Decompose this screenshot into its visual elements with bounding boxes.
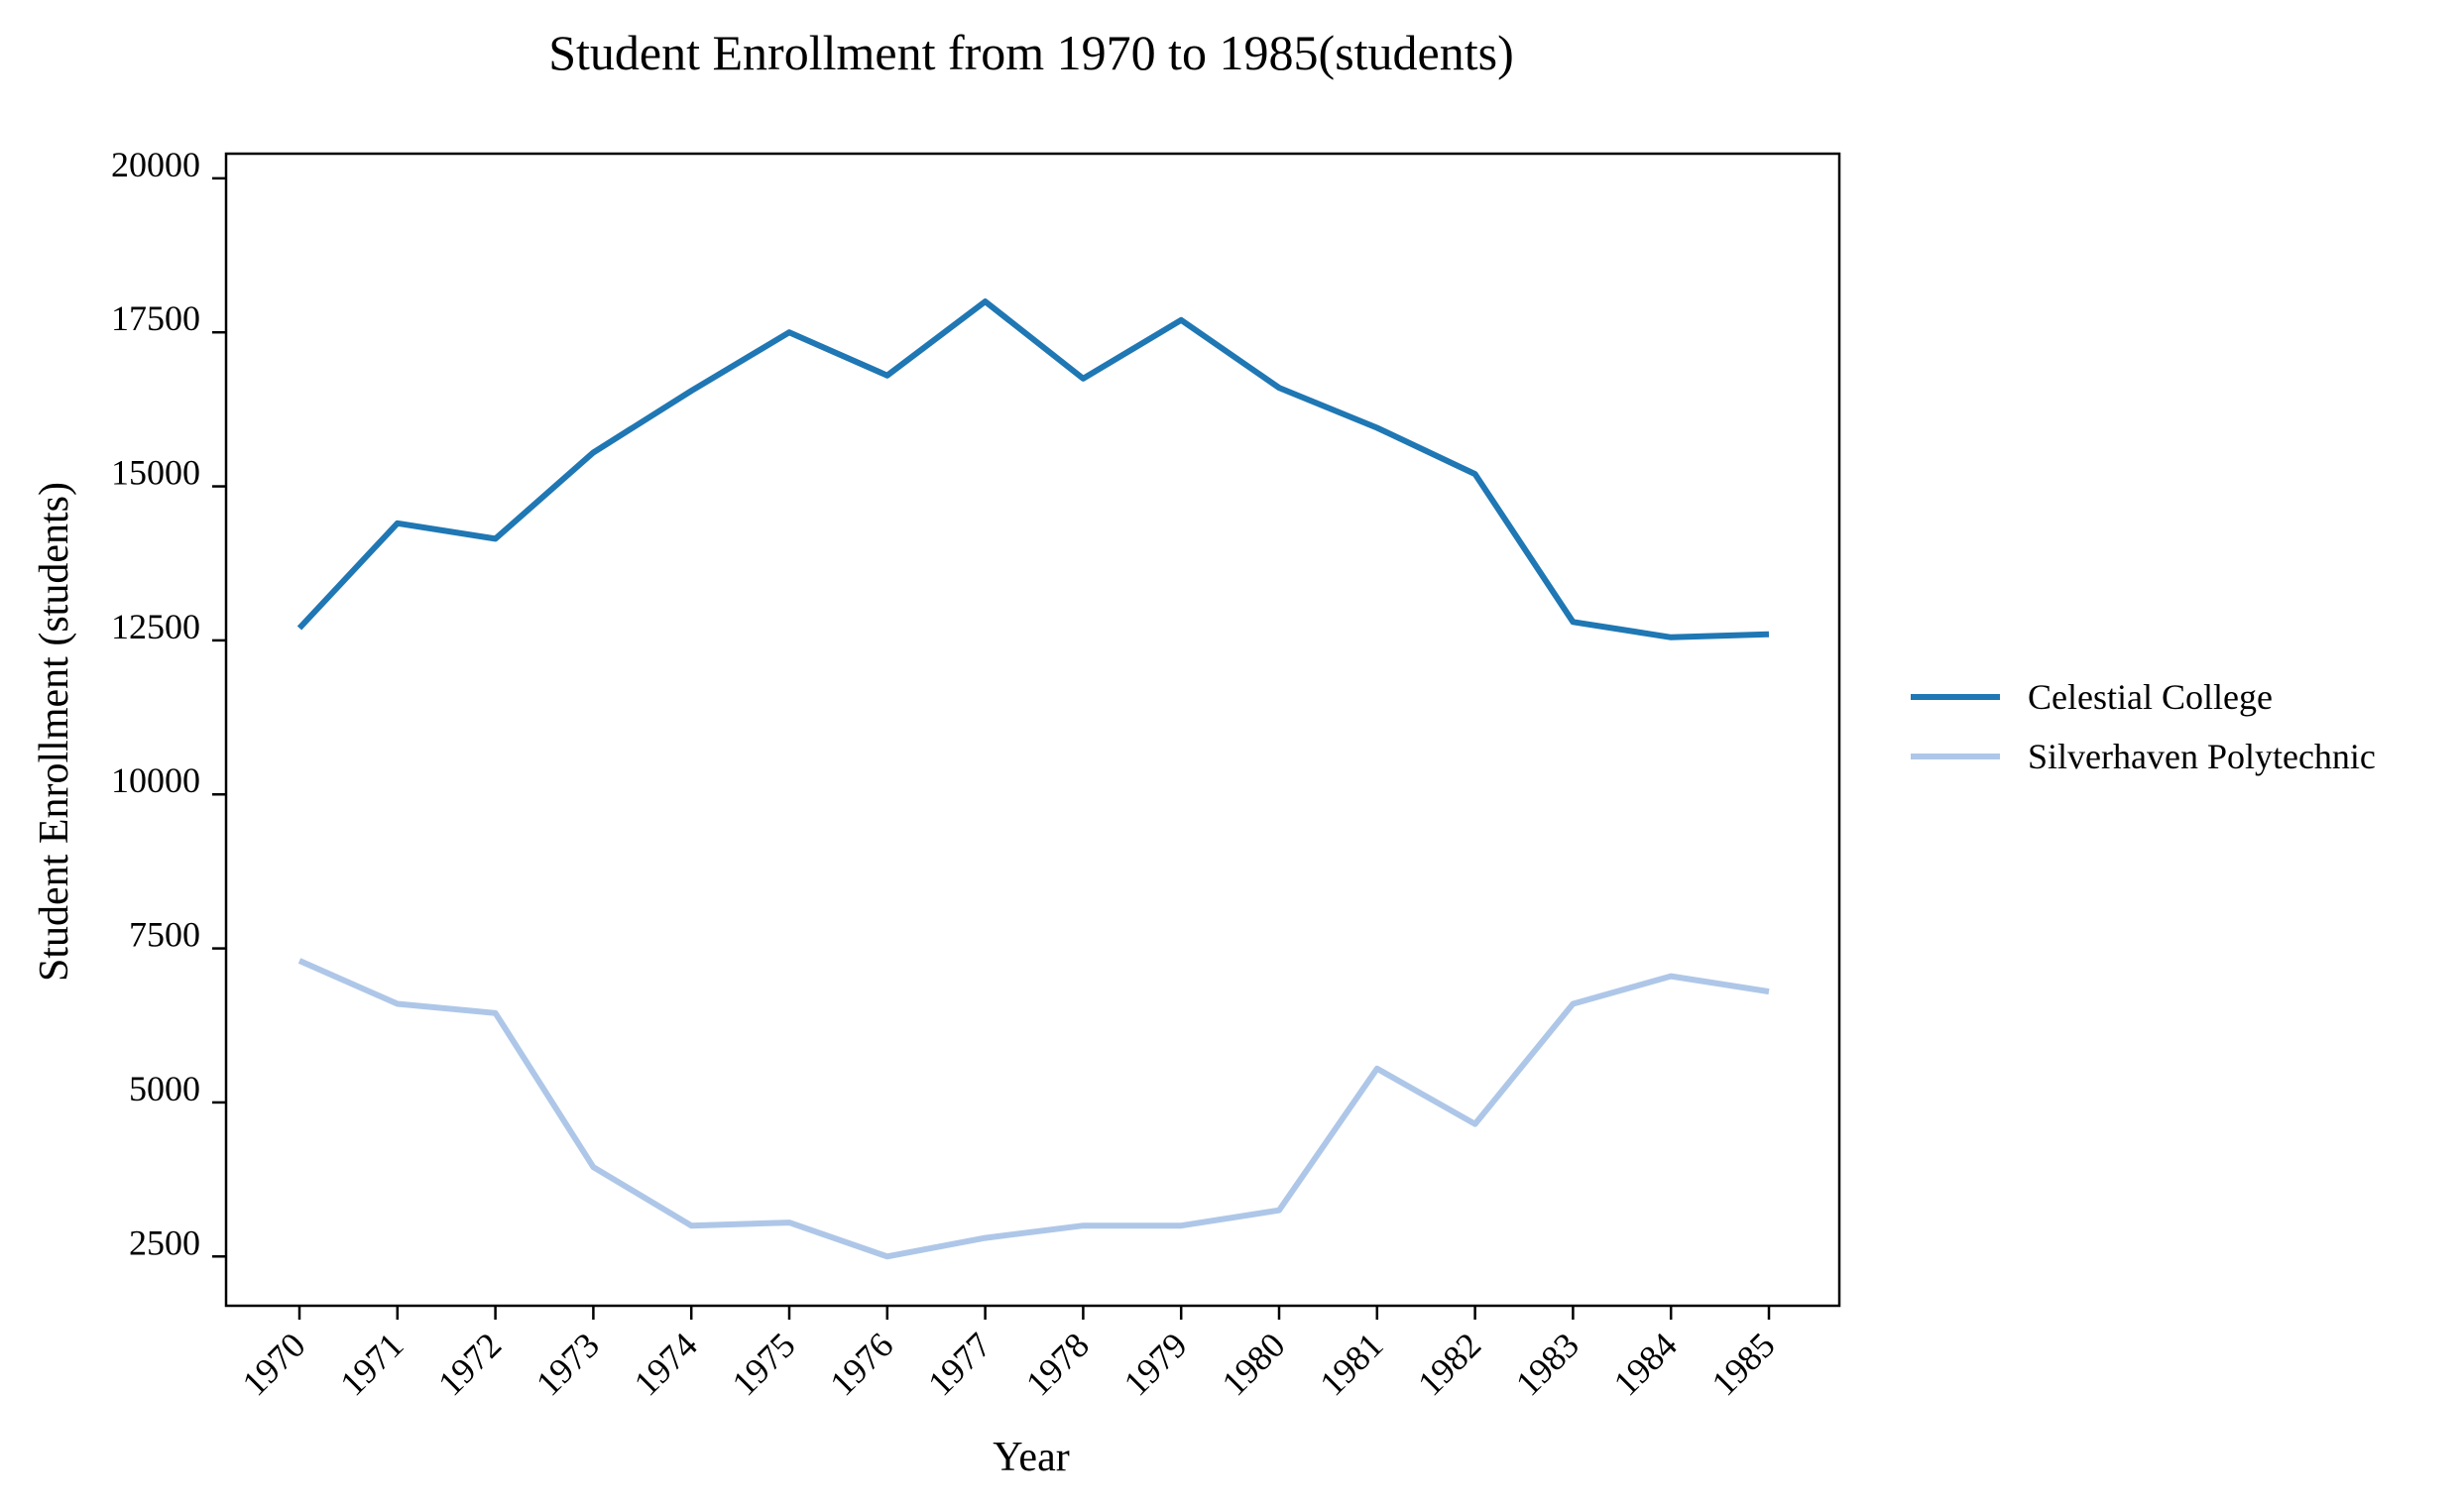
x-tick-label: 1973	[528, 1325, 607, 1403]
x-tick-label: 1981	[1312, 1325, 1390, 1403]
x-tick-label: 1985	[1703, 1325, 1782, 1403]
legend: Celestial College Silverhaven Polytechnic	[1911, 677, 2376, 776]
series-layer	[296, 298, 1770, 1260]
x-tick-label: 1970	[234, 1325, 312, 1403]
x-tick-label: 1982	[1410, 1325, 1488, 1403]
x-tick-label: 1984	[1606, 1325, 1685, 1403]
x-tick-label: 1972	[430, 1325, 509, 1403]
y-axis-label: Student Enrollment (students)	[32, 482, 77, 982]
x-tick-label: 1977	[920, 1325, 998, 1403]
legend-label: Silverhaven Polytechnic	[2028, 737, 2376, 776]
y-tick-label: 5000	[129, 1069, 200, 1108]
x-tick-label: 1976	[822, 1325, 900, 1403]
y-tick-label: 17500	[111, 298, 200, 338]
plot-area	[224, 152, 1841, 1308]
y-axis: 2500 5000 7500 10000 12500 15000 17500 20000	[111, 145, 226, 1262]
series-line-1	[296, 298, 1770, 640]
x-tick-label: 1979	[1116, 1325, 1195, 1403]
y-tick-label: 20000	[111, 145, 200, 184]
legend-label: Celestial College	[2028, 677, 2273, 717]
x-tick-label: 1974	[627, 1325, 705, 1403]
plot-frame	[224, 152, 1841, 1308]
y-tick-label: 12500	[111, 607, 200, 646]
y-tick-label: 2500	[129, 1222, 200, 1262]
x-axis: 1970 1971 1972 1973 1974 1975 1976 1977 1978 1979…	[234, 1306, 1783, 1404]
y-tick-label: 7500	[129, 915, 200, 955]
x-tick-label: 1975	[724, 1325, 802, 1403]
y-tick-label: 10000	[111, 760, 200, 800]
x-tick-label: 1971	[332, 1325, 411, 1403]
chart-title: Student Enrollment from 1970 to 1985(stu…	[548, 25, 1514, 80]
x-tick-label: 1983	[1508, 1325, 1586, 1403]
x-axis-label: Year	[993, 1435, 1069, 1480]
x-tick-label: 1980	[1214, 1325, 1292, 1403]
y-tick-label: 15000	[111, 453, 200, 493]
series-line-2	[297, 958, 1770, 1260]
x-tick-label: 1978	[1018, 1325, 1097, 1403]
